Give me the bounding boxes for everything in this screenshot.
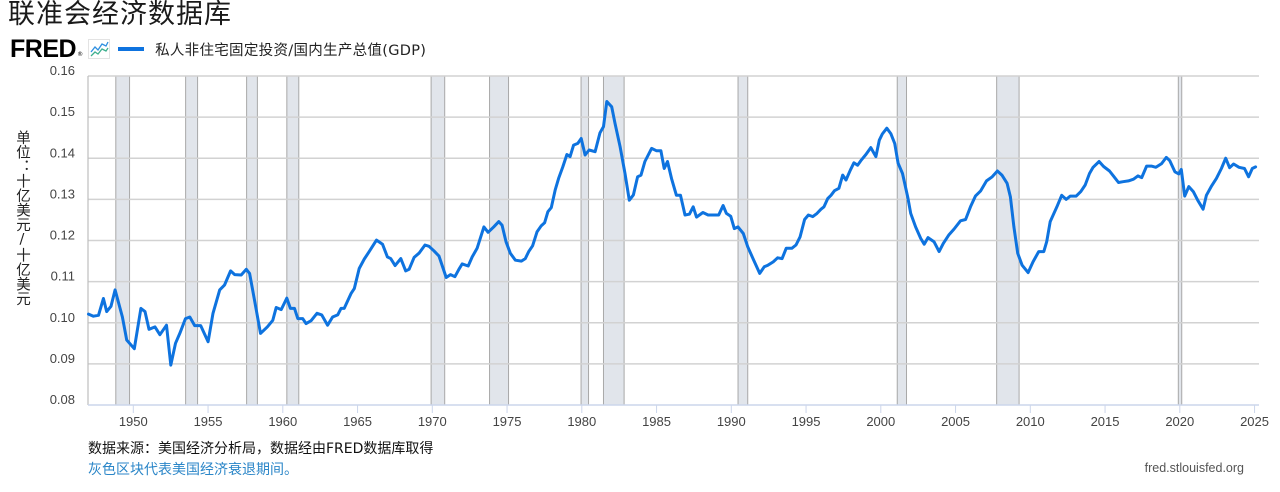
data-source-note: 数据来源：美国经济分析局，数据经由FRED数据库取得 (88, 441, 434, 457)
y-tick-label: 0.15 (50, 104, 75, 119)
gridlines (87, 75, 1259, 405)
x-tick-label: 2000 (866, 414, 895, 429)
line-chart-icon (88, 39, 111, 59)
registered-mark: ® (77, 51, 84, 58)
fred-logo[interactable]: FRED (10, 35, 77, 63)
legend-line-swatch (118, 47, 145, 51)
legend-series-label[interactable]: 私人非住宅固定投资/国内生产总值(GDP) (155, 42, 427, 59)
series-line[interactable] (87, 100, 1258, 367)
x-tick-label: 1970 (418, 414, 447, 429)
y-tick-label: 0.13 (50, 186, 75, 201)
x-tick-label: 1980 (567, 414, 596, 429)
chart-legend: FRED ® 私人非住宅固定投资/国内生产总值(GDP) (10, 36, 426, 62)
fred-url[interactable]: fred.stlouisfed.org (1144, 461, 1244, 475)
y-tick-label: 0.08 (50, 392, 75, 407)
recession-shading-note[interactable]: 灰色区块代表美国经济衰退期间。 (88, 462, 298, 478)
y-axis-labels: 0.08 0.09 0.10 0.11 0.12 0.13 0.14 0.15 0.16 (50, 63, 75, 407)
y-tick-label: 0.11 (51, 269, 75, 284)
x-tick-label: 2010 (1016, 414, 1045, 429)
chart-plot-area[interactable]: 0.08 0.09 0.10 0.11 0.12 0.13 0.14 0.15 0.16 195… (0, 0, 1280, 440)
x-tick-label: 1960 (268, 414, 297, 429)
y-axis-title: 单位：十亿美元/十亿美元 (14, 130, 30, 306)
x-tick-label: 2025 (1240, 414, 1269, 429)
x-tick-label: 1985 (642, 414, 671, 429)
x-tick-label: 1955 (194, 414, 223, 429)
x-tick-label: 2015 (1091, 414, 1120, 429)
x-tick-label: 1965 (343, 414, 372, 429)
x-tick-label: 1990 (717, 414, 746, 429)
page-title: 联准会经济数据库 (8, 0, 232, 30)
y-tick-label: 0.10 (50, 310, 75, 325)
x-tick-label: 2020 (1165, 414, 1194, 429)
x-axis (88, 404, 1259, 413)
x-tick-label: 1995 (792, 414, 821, 429)
y-tick-label: 0.16 (50, 63, 75, 78)
y-tick-label: 0.14 (50, 145, 75, 160)
x-tick-label: 1950 (119, 414, 148, 429)
y-tick-label: 0.09 (50, 351, 75, 366)
x-axis-labels: 1950 1955 1960 1965 1970 1975 1980 1985 1990 1995… (119, 414, 1269, 429)
y-tick-label: 0.12 (50, 228, 75, 243)
x-tick-label: 1975 (493, 414, 522, 429)
x-tick-label: 2005 (941, 414, 970, 429)
